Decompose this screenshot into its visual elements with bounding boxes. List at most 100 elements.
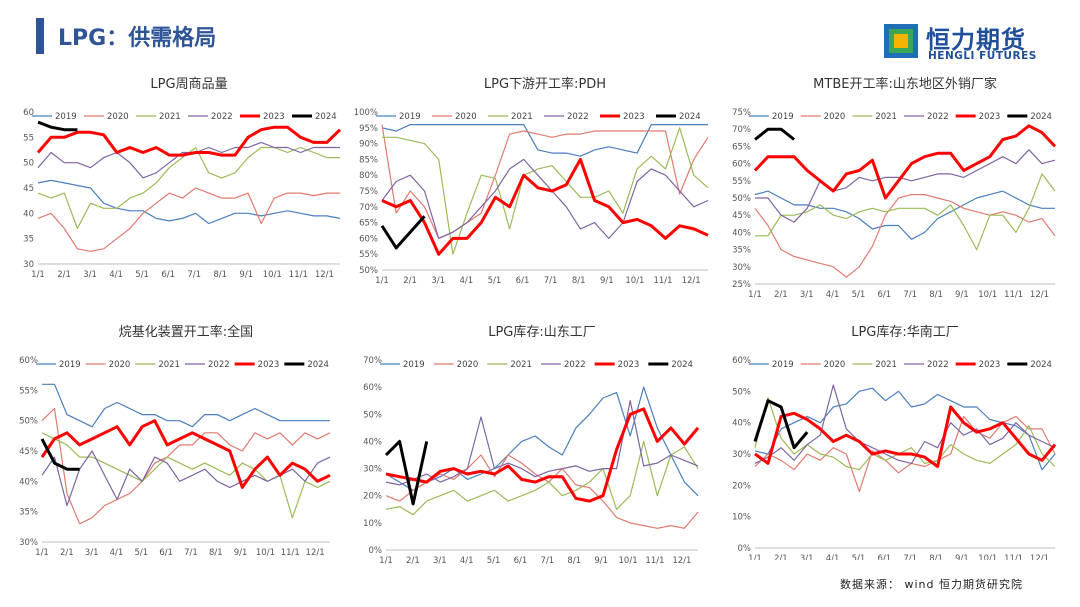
x-tick-label: 2/1 (774, 290, 788, 300)
legend-label: 2024 (1030, 112, 1052, 122)
x-tick-label: 8/1 (567, 556, 581, 566)
y-tick-label: 55% (732, 177, 751, 187)
series-line-2024 (40, 438, 80, 471)
series-line-2020 (381, 124, 709, 239)
chart-title: LPG库存:山东工厂 (488, 324, 596, 340)
x-tick-label: 4/1 (459, 276, 473, 286)
legend-label: 2020 (107, 112, 129, 122)
x-tick-label: 1/1 (748, 554, 762, 560)
series-line-2021 (41, 432, 331, 519)
y-tick-label: 40% (19, 477, 38, 487)
x-tick-label: 3/1 (433, 556, 447, 566)
x-tick-label: 1/1 (31, 270, 45, 280)
chart-title: LPG库存:华南工厂 (851, 324, 959, 340)
y-tick-label: 10% (363, 519, 382, 529)
legend-label: 2020 (455, 112, 477, 122)
x-tick-label: 6/1 (877, 290, 891, 300)
y-tick-label: 65% (732, 142, 751, 152)
series-line-2022 (755, 149, 1056, 223)
legend-label: 2022 (927, 360, 949, 370)
x-tick-label: 1/1 (375, 276, 389, 286)
x-tick-label: 1/1 (35, 548, 49, 558)
series-line-2019 (754, 190, 1055, 240)
x-tick-label: 10/1 (978, 554, 997, 560)
y-tick-label: 90% (359, 140, 378, 150)
x-tick-label: 6/1 (877, 554, 891, 560)
y-tick-label: 75% (359, 187, 378, 197)
y-tick-label: 60% (19, 356, 38, 366)
chart-pdh-operating-rate: LPG下游开工率:PDH 50% 55% 60% 65% 70% 75% 80% 85% 90% 9… (354, 76, 709, 286)
legend-label: 2021 (875, 112, 897, 122)
chart-title: MTBE开工率:山东地区外销厂家 (813, 76, 997, 92)
series-line-2023 (754, 405, 1057, 468)
y-tick-label: 75% (732, 108, 751, 118)
series-line-2023 (40, 419, 331, 489)
x-tick-label: 3/1 (800, 290, 814, 300)
x-tick-label: 10/1 (619, 556, 638, 566)
chart-south-china-inventory: LPG库存:华南工厂 0% 10% 20% 30% 40% 50% 60% 1/1 2/1 3/1 4… (732, 324, 1057, 560)
x-tick-label: 1/1 (748, 290, 762, 300)
legend-label: 2023 (258, 360, 280, 370)
series-line-2024 (754, 127, 796, 141)
x-tick-label: 7/1 (544, 276, 558, 286)
series-line-2022 (381, 158, 709, 239)
legend-label: 2022 (927, 112, 949, 122)
y-tick-label: 0% (369, 546, 383, 556)
x-tick-label: 11/1 (653, 276, 672, 286)
x-tick-label: 8/1 (209, 548, 223, 558)
legend-label: 2019 (772, 112, 794, 122)
x-tick-label: 7/1 (184, 548, 198, 558)
legend-label: 2024 (315, 112, 337, 122)
y-tick-label: 50% (363, 410, 382, 420)
x-tick-label: 2/1 (774, 554, 788, 560)
x-tick-label: 5/1 (488, 276, 502, 286)
y-tick-label: 55% (19, 386, 38, 396)
y-tick-label: 60% (363, 383, 382, 393)
x-tick-label: 7/1 (903, 290, 917, 300)
legend-label: 2019 (55, 112, 77, 122)
x-tick-label: 9/1 (234, 548, 248, 558)
x-tick-label: 2/1 (60, 548, 74, 558)
legend-label: 2020 (457, 360, 479, 370)
x-tick-label: 9/1 (955, 290, 969, 300)
y-tick-label: 35 (23, 235, 34, 245)
chart-mtbe-operating-rate: MTBE开工率:山东地区外销厂家 25% 30% 35% 40% 45% 50% 55% 60%… (732, 76, 1057, 300)
x-tick-label: 11/1 (289, 270, 308, 280)
y-tick-label: 50% (19, 417, 38, 427)
y-tick-label: 20% (363, 492, 382, 502)
x-tick-label: 12/1 (315, 270, 334, 280)
y-tick-label: 65% (359, 219, 378, 229)
legend-label: 2020 (824, 360, 846, 370)
chart-shandong-inventory: LPG库存:山东工厂 0% 10% 20% 30% 40% 50% 60% 70% 1/1 2/1 3… (363, 324, 700, 566)
y-tick-label: 55 (23, 133, 34, 143)
legend-label: 2023 (618, 360, 640, 370)
legend-label: 2020 (824, 112, 846, 122)
series-line-2024 (384, 439, 429, 506)
y-tick-label: 30% (732, 263, 751, 273)
series-line-2021 (382, 127, 709, 255)
y-tick-label: 20% (732, 481, 751, 491)
legend-label: 2024 (1030, 360, 1052, 370)
x-tick-label: 12/1 (682, 276, 701, 286)
series-line-2019 (37, 179, 341, 225)
series-line-2021 (754, 396, 1056, 471)
legend-label: 2021 (875, 360, 897, 370)
x-tick-label: 8/1 (929, 554, 943, 560)
y-tick-label: 50% (732, 194, 751, 204)
legend-label: 2019 (399, 112, 421, 122)
chart-weekly-volume: LPG周商品量 30 35 40 45 50 55 60 1/1 2/1 3/1 4/1 5/1 6/1 7… (23, 77, 342, 280)
series-line-2019 (385, 386, 699, 497)
x-tick-label: 5/1 (135, 270, 149, 280)
series-line-2020 (754, 193, 1056, 278)
legend-label: 2023 (979, 112, 1001, 122)
x-tick-label: 5/1 (487, 556, 501, 566)
legend-label: 2024 (679, 112, 701, 122)
y-tick-label: 0% (738, 544, 752, 554)
legend-label: 2021 (511, 112, 533, 122)
x-tick-label: 11/1 (645, 556, 664, 566)
y-tick-label: 40 (23, 209, 34, 219)
company-logo: 恒力期货 HENGLI FUTURES (880, 18, 1060, 64)
series-line-2020 (37, 187, 340, 252)
y-tick-label: 70% (732, 125, 751, 135)
series-line-2024 (753, 399, 809, 450)
